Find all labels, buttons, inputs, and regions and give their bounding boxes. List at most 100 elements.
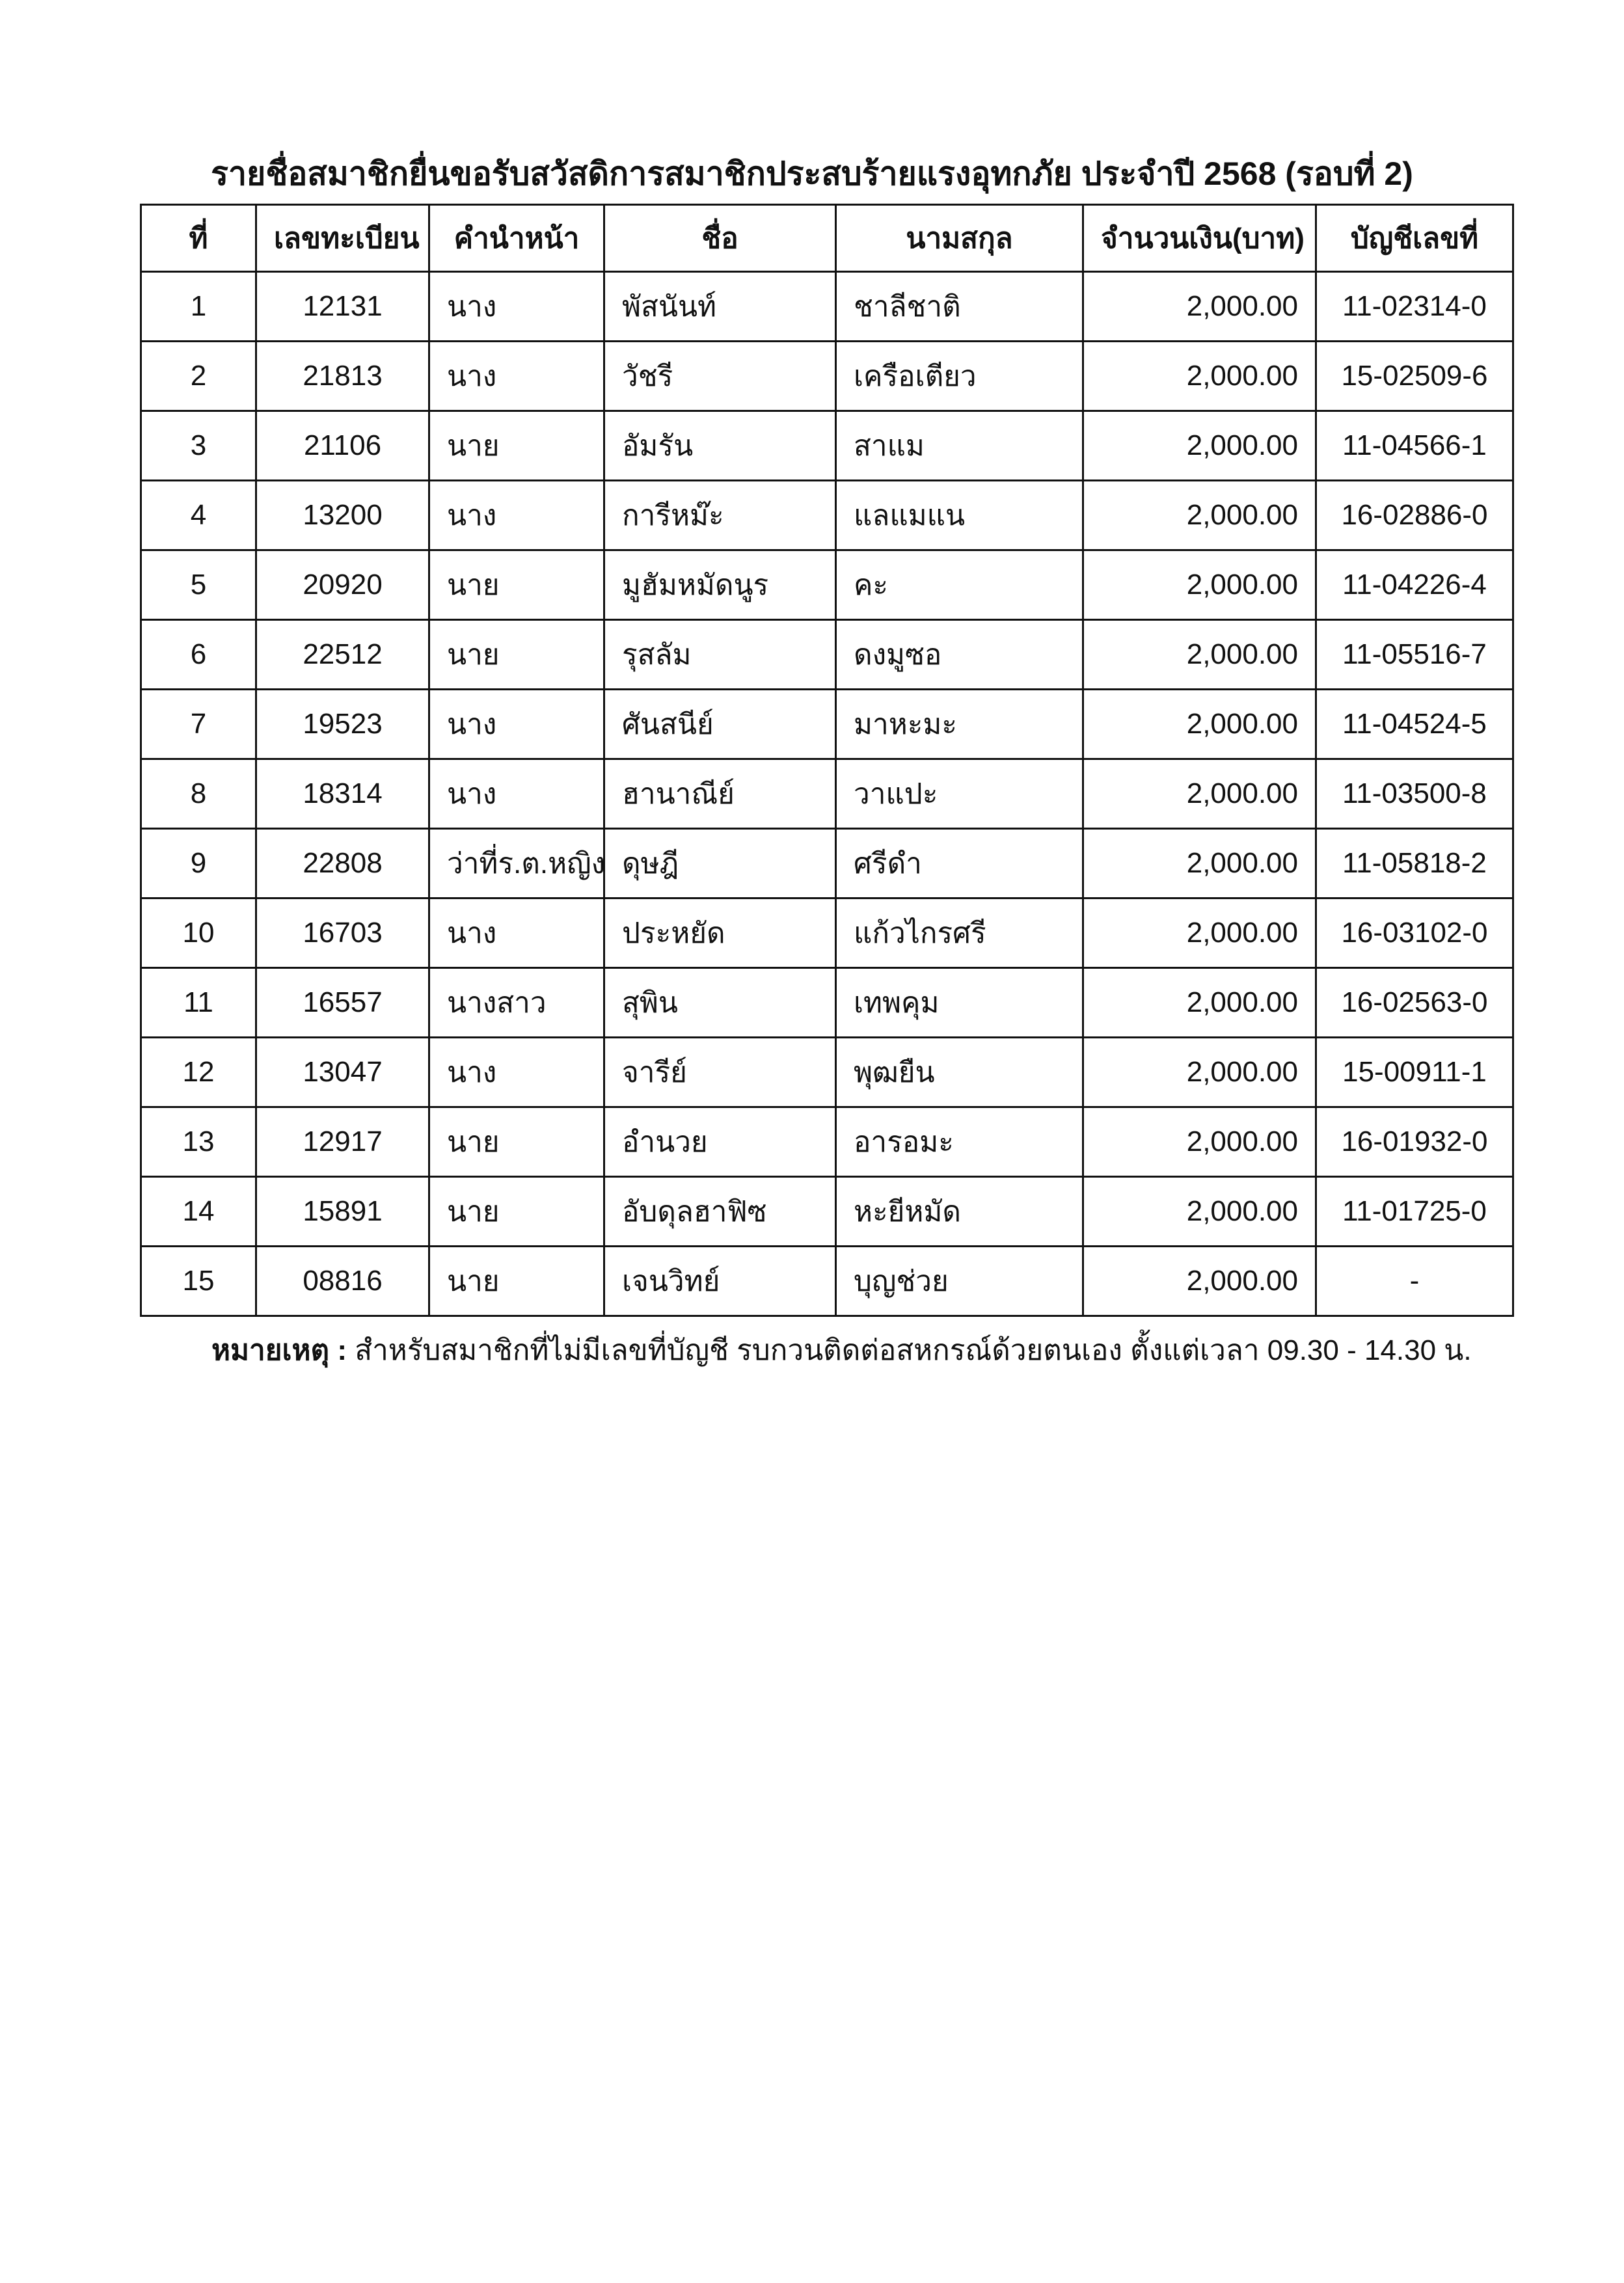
prefix-cell: นาง	[428, 340, 605, 412]
first-name-cell: รุสลัม	[603, 619, 837, 690]
table-row: 1 12131 นาง พัสนันท์ ชาลีชาติ 2,000.00 11-0231…	[140, 271, 1514, 342]
account-no-cell: 11-04524-5	[1315, 688, 1514, 760]
header-first-name: ชื่อ	[603, 204, 837, 273]
account-no-cell: 11-04566-1	[1315, 410, 1514, 481]
prefix-cell: นาย	[428, 1245, 605, 1317]
table-row: 2 21813 นาง วัชรี เครือเตียว 2,000.00 15-02509…	[140, 340, 1514, 412]
last-name-cell: คะ	[835, 549, 1084, 621]
amount-cell: 2,000.00	[1082, 688, 1317, 760]
last-name-cell: สาแม	[835, 410, 1084, 481]
table-row: 4 13200 นาง การีหม๊ะ แลแมแน 2,000.00 16-02886-…	[140, 480, 1514, 551]
table-row: 3 21106 นาย อัมรัน สาแม 2,000.00 11-04566-1	[140, 410, 1514, 481]
first-name-cell: สุพิน	[603, 967, 837, 1038]
row-no-cell: 6	[140, 619, 257, 690]
member-id-cell: 08816	[255, 1245, 430, 1317]
amount-cell: 2,000.00	[1082, 480, 1317, 551]
last-name-cell: หะยีหมัด	[835, 1176, 1084, 1247]
row-no-cell: 14	[140, 1176, 257, 1247]
last-name-cell: บุญช่วย	[835, 1245, 1084, 1317]
row-no-cell: 1	[140, 271, 257, 342]
account-no-cell: 16-02563-0	[1315, 967, 1514, 1038]
amount-cell: 2,000.00	[1082, 340, 1317, 412]
member-id-cell: 12917	[255, 1106, 430, 1178]
header-prefix: คำนำหน้า	[428, 204, 605, 273]
prefix-cell: นาย	[428, 549, 605, 621]
row-no-cell: 7	[140, 688, 257, 760]
amount-cell: 2,000.00	[1082, 410, 1317, 481]
account-no-cell: 16-01932-0	[1315, 1106, 1514, 1178]
prefix-cell: นาง	[428, 1036, 605, 1108]
prefix-cell: นางสาว	[428, 967, 605, 1038]
footnote-text: สำหรับสมาชิกที่ไม่มีเลขที่บัญชี รบกวนติด…	[347, 1334, 1472, 1366]
prefix-cell: นาย	[428, 619, 605, 690]
prefix-cell: นาง	[428, 897, 605, 969]
account-no-cell: 15-00911-1	[1315, 1036, 1514, 1108]
table-row: 5 20920 นาย มูฮัมหมัดนูร คะ 2,000.00 11-04226-…	[140, 549, 1514, 621]
account-no-cell: 11-04226-4	[1315, 549, 1514, 621]
account-no-cell: 16-03102-0	[1315, 897, 1514, 969]
first-name-cell: ประหยัด	[603, 897, 837, 969]
table-row: 6 22512 นาย รุสลัม ดงมูซอ 2,000.00 11-05516-7	[140, 619, 1514, 690]
last-name-cell: วาแปะ	[835, 758, 1084, 830]
first-name-cell: วัชรี	[603, 340, 837, 412]
amount-cell: 2,000.00	[1082, 1176, 1317, 1247]
table-header-row: ที่ เลขทะเบียน คำนำหน้า ชื่อ นามสกุล จำน…	[140, 204, 1514, 273]
amount-cell: 2,000.00	[1082, 758, 1317, 830]
table-row: 12 13047 นาง จารีย์ พุฒยืน 2,000.00 15-00911-1	[140, 1036, 1514, 1108]
last-name-cell: เครือเตียว	[835, 340, 1084, 412]
account-no-cell: 11-01725-0	[1315, 1176, 1514, 1247]
amount-cell: 2,000.00	[1082, 967, 1317, 1038]
row-no-cell: 9	[140, 828, 257, 899]
member-id-cell: 21106	[255, 410, 430, 481]
last-name-cell: แลแมแน	[835, 480, 1084, 551]
member-id-cell: 12131	[255, 271, 430, 342]
amount-cell: 2,000.00	[1082, 897, 1317, 969]
member-id-cell: 16557	[255, 967, 430, 1038]
last-name-cell: ดงมูซอ	[835, 619, 1084, 690]
account-no-cell: -	[1315, 1245, 1514, 1317]
account-no-cell: 11-02314-0	[1315, 271, 1514, 342]
header-no: ที่	[140, 204, 257, 273]
row-no-cell: 15	[140, 1245, 257, 1317]
header-amount: จำนวนเงิน(บาท)	[1082, 204, 1317, 273]
last-name-cell: ชาลีชาติ	[835, 271, 1084, 342]
header-last-name: นามสกุล	[835, 204, 1084, 273]
member-id-cell: 20920	[255, 549, 430, 621]
first-name-cell: มูฮัมหมัดนูร	[603, 549, 837, 621]
first-name-cell: พัสนันท์	[603, 271, 837, 342]
footnote-label: หมายเหตุ :	[211, 1334, 347, 1366]
first-name-cell: เจนวิทย์	[603, 1245, 837, 1317]
last-name-cell: ศรีดำ	[835, 828, 1084, 899]
table-row: 11 16557 นางสาว สุพิน เทพคุม 2,000.00 16-02563…	[140, 967, 1514, 1038]
amount-cell: 2,000.00	[1082, 1245, 1317, 1317]
member-id-cell: 22808	[255, 828, 430, 899]
member-id-cell: 15891	[255, 1176, 430, 1247]
row-no-cell: 4	[140, 480, 257, 551]
account-no-cell: 11-05516-7	[1315, 619, 1514, 690]
last-name-cell: มาหะมะ	[835, 688, 1084, 760]
row-no-cell: 12	[140, 1036, 257, 1108]
account-no-cell: 15-02509-6	[1315, 340, 1514, 412]
header-account-no: บัญชีเลขที่	[1315, 204, 1514, 273]
last-name-cell: เทพคุม	[835, 967, 1084, 1038]
amount-cell: 2,000.00	[1082, 271, 1317, 342]
first-name-cell: ฮานาณีย์	[603, 758, 837, 830]
amount-cell: 2,000.00	[1082, 549, 1317, 621]
row-no-cell: 8	[140, 758, 257, 830]
prefix-cell: นาย	[428, 410, 605, 481]
amount-cell: 2,000.00	[1082, 1036, 1317, 1108]
row-no-cell: 13	[140, 1106, 257, 1178]
member-id-cell: 18314	[255, 758, 430, 830]
last-name-cell: อารอมะ	[835, 1106, 1084, 1178]
prefix-cell: นาย	[428, 1176, 605, 1247]
member-id-cell: 19523	[255, 688, 430, 760]
amount-cell: 2,000.00	[1082, 828, 1317, 899]
row-no-cell: 2	[140, 340, 257, 412]
first-name-cell: อับดุลฮาฟิซ	[603, 1176, 837, 1247]
prefix-cell: นาง	[428, 271, 605, 342]
member-id-cell: 13047	[255, 1036, 430, 1108]
member-id-cell: 13200	[255, 480, 430, 551]
prefix-cell: นาง	[428, 480, 605, 551]
last-name-cell: พุฒยืน	[835, 1036, 1084, 1108]
table-row: 15 08816 นาย เจนวิทย์ บุญช่วย 2,000.00-	[140, 1245, 1514, 1317]
